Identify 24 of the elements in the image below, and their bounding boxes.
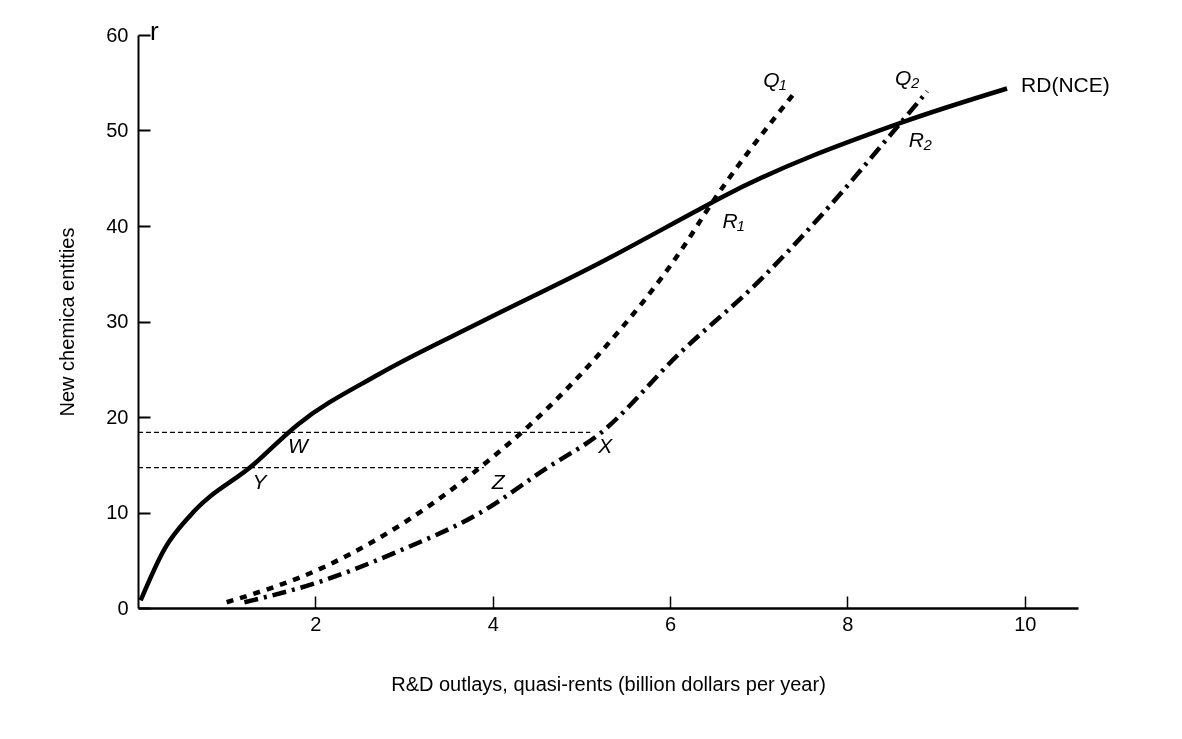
y-axis-title: New chemica entities — [56, 227, 79, 417]
annotation: R₂ — [908, 127, 932, 151]
annotation: Z — [490, 469, 506, 493]
y-tick-label: 60 — [106, 23, 129, 46]
y-tick-label: 0 — [117, 596, 129, 619]
x-tick-label: 4 — [487, 612, 499, 635]
annotation: r — [150, 16, 159, 46]
y-tick-label: 40 — [106, 214, 129, 237]
annotation: Y — [252, 469, 269, 493]
x-tick-label: 8 — [842, 612, 854, 635]
y-tick-label: 10 — [106, 501, 129, 523]
series-label: Q₁ — [763, 68, 787, 92]
series-label: RD(NCE) — [1021, 73, 1110, 97]
y-tick-label: 20 — [106, 405, 129, 428]
annotation: W — [287, 434, 310, 458]
series-label: Q₂ — [894, 66, 920, 90]
annotation: R₁ — [722, 208, 745, 232]
x-tick-label: 6 — [665, 612, 677, 635]
x-tick-label: 10 — [1014, 612, 1037, 635]
x-axis-title: R&D outlays, quasi-rents (billion dollars per year) — [391, 672, 826, 695]
annotation: X — [597, 434, 614, 458]
x-tick-label: 2 — [310, 612, 322, 635]
y-tick-label: 50 — [106, 119, 129, 141]
y-tick-label: 30 — [106, 310, 129, 332]
